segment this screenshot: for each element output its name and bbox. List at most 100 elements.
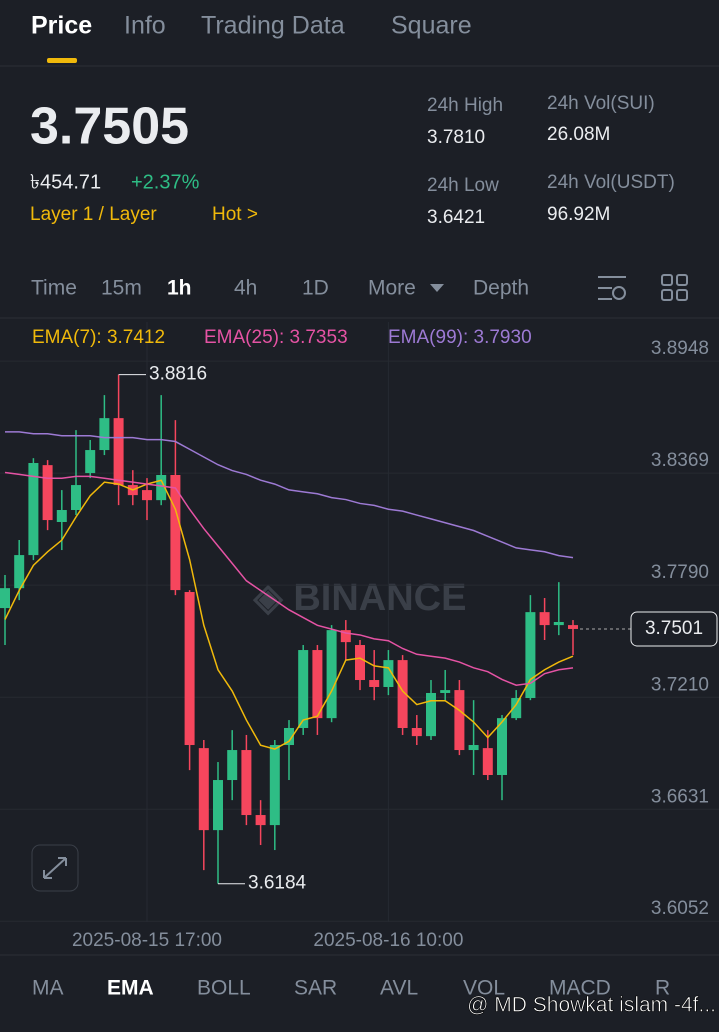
- candle-body: [497, 718, 507, 775]
- candle-body: [369, 680, 380, 687]
- watermark: @ MD Showkat islam -4f...: [467, 994, 716, 1017]
- indicator[interactable]: EMA: [107, 977, 154, 1000]
- ema-legend: EMA(7): 3.7412: [32, 327, 165, 348]
- dropdown-arrow: [430, 284, 444, 292]
- stats: 24h High 3.7810 24h Low 3.6421 24h Vol(S…: [427, 93, 675, 228]
- stat-value: 26.08M: [547, 124, 610, 145]
- intervals: Time 15m 1h 4h 1D More Depth: [31, 277, 529, 300]
- ema-line: [4, 479, 574, 750]
- candle-body: [312, 650, 323, 719]
- ema-legend: EMA(25): 3.7353: [204, 327, 348, 348]
- tab[interactable]: Trading Data: [201, 12, 345, 40]
- candle-body: [0, 588, 10, 609]
- candle-body: [241, 750, 252, 816]
- sector[interactable]: Layer 1 / Layer: [30, 204, 157, 225]
- candle-body: [525, 612, 536, 699]
- interval[interactable]: 1h: [167, 277, 192, 300]
- last-price-label: 3.7501: [645, 618, 703, 639]
- binance-watermark: ◈ BINANCE: [253, 577, 467, 619]
- candle-body: [397, 660, 408, 728]
- stat-label: 24h High: [427, 95, 503, 116]
- last-price-box: [630, 611, 718, 647]
- min-label: 3.6184: [248, 873, 307, 894]
- ema-legend: EMA(99): 3.7930: [388, 327, 532, 348]
- candle-body: [142, 490, 152, 501]
- x-tick-label: 2025-08-16 10:00: [313, 930, 463, 951]
- interval[interactable]: 15m: [101, 277, 142, 300]
- interval[interactable]: Time: [31, 277, 77, 300]
- y-tick-label: 3.7790: [651, 562, 709, 583]
- candle-body: [198, 748, 209, 831]
- candle-body: [553, 622, 564, 626]
- candle-body: [56, 510, 67, 522]
- candle-body: [227, 750, 238, 781]
- stat-value: 96.92M: [547, 204, 610, 225]
- candle-body: [284, 727, 294, 746]
- fiat-price: ৳454.71: [30, 171, 101, 193]
- candle-body: [454, 690, 465, 751]
- candle-body: [42, 465, 53, 521]
- candle-body: [568, 625, 578, 629]
- y-tick-label: 3.8369: [651, 450, 709, 471]
- tab[interactable]: Info: [124, 12, 166, 40]
- expand-button[interactable]: [31, 844, 79, 892]
- candle-body: [440, 690, 451, 693]
- candle-body: [170, 474, 181, 591]
- candle-body: [355, 645, 365, 681]
- stat-label: 24h Vol(USDT): [547, 172, 675, 193]
- interval[interactable]: Depth: [473, 277, 529, 300]
- interval[interactable]: 4h: [234, 277, 257, 300]
- stat-label: 24h Vol(SUI): [547, 93, 655, 114]
- indicator[interactable]: MACD: [549, 977, 611, 1000]
- interval[interactable]: More: [368, 277, 416, 300]
- candle-body: [411, 727, 422, 737]
- x-tick-label: 2025-08-15 17:00: [72, 930, 222, 951]
- layout-icon[interactable]: [661, 274, 688, 301]
- candle-body: [28, 463, 39, 556]
- indicator-tabs: MA EMA BOLL SAR AVL VOL MACD R: [32, 977, 670, 1000]
- indicator[interactable]: BOLL: [197, 977, 251, 1000]
- candle-body: [184, 592, 195, 746]
- indicator[interactable]: AVL: [380, 977, 418, 1000]
- interval[interactable]: 1D: [302, 277, 329, 300]
- candle-body: [113, 418, 124, 486]
- settings-icon[interactable]: [598, 276, 626, 300]
- candle-body: [85, 450, 96, 474]
- y-tick-label: 3.6631: [651, 786, 709, 807]
- candle-body: [99, 418, 110, 451]
- candle-body: [14, 555, 25, 589]
- candle-body: [326, 630, 337, 719]
- tabs: Price Info Trading Data Square: [31, 12, 472, 40]
- candle-body: [71, 485, 81, 511]
- hot[interactable]: Hot >: [212, 204, 258, 225]
- candle-body: [255, 815, 266, 826]
- ema-line: [4, 471, 574, 687]
- change: +2.37%: [131, 171, 200, 193]
- tab[interactable]: Square: [391, 12, 472, 40]
- candle-body: [511, 698, 522, 719]
- indicator[interactable]: R: [655, 977, 670, 1000]
- indicator[interactable]: VOL: [463, 977, 505, 1000]
- expand-icon: [43, 857, 67, 879]
- candle-body: [298, 650, 309, 728]
- y-tick-label: 3.7210: [651, 674, 709, 695]
- candle-body: [156, 474, 167, 501]
- stat-value: 3.7810: [427, 127, 485, 148]
- indicator[interactable]: SAR: [294, 977, 337, 1000]
- stat-label: 24h Low: [427, 175, 499, 196]
- last-price: 3.7505: [30, 98, 189, 156]
- candle-body: [340, 630, 351, 643]
- candle-body: [213, 780, 223, 831]
- indicator[interactable]: MA: [32, 977, 64, 1000]
- max-label: 3.8816: [149, 364, 207, 385]
- stat-value: 3.6421: [427, 207, 485, 228]
- chart: 3.8948 3.8369 3.7790 3.7210 3.6631 3.6052 2025…: [0, 322, 719, 951]
- candle-body: [539, 612, 550, 626]
- candle-body: [482, 748, 493, 775]
- tab[interactable]: Price: [31, 12, 92, 40]
- candle-body: [383, 660, 394, 687]
- tab-indicator: [47, 58, 77, 63]
